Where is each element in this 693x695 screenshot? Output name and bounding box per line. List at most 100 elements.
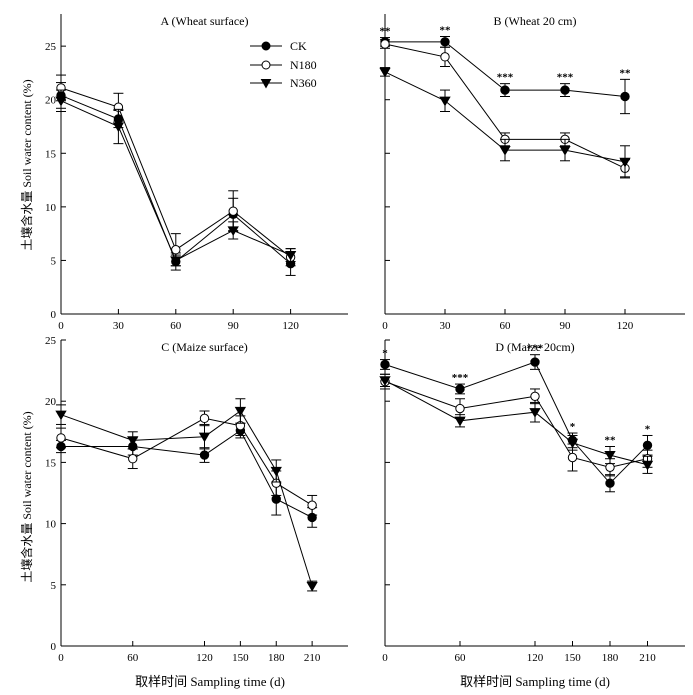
y-axis-label-top: 土壤含水量 Soil water content (%): [19, 79, 34, 250]
significance-label-d-150: *: [570, 421, 576, 433]
legend-label-n360: N360: [290, 76, 317, 90]
significance-label-b-0: **: [380, 26, 392, 38]
data-point-c-n180-60: [128, 454, 138, 464]
x-tick-label-b-120: 120: [617, 320, 634, 332]
data-point-c-n360-210: [306, 581, 318, 592]
panel-c: 0 5 10 15 20 25 0 60 120 150 180 210 C (Maize surfac…: [45, 335, 348, 664]
legend-entry-n180: N180: [250, 58, 317, 72]
data-point-a-n360-120: [284, 250, 297, 261]
y-axis-label-bottom: 土壤含水量 Soil water content (%): [19, 411, 34, 582]
data-point-d-n180-180: [605, 462, 615, 472]
y-tick-label-c-20: 20: [45, 396, 57, 408]
data-point-d-n180-120: [530, 391, 540, 402]
x-tick-label-b-90: 90: [560, 320, 572, 332]
legend-marker-n360: [260, 79, 272, 89]
series-line-c-n360: [60, 410, 313, 587]
panel-title-a: A (Wheat surface): [161, 14, 249, 28]
x-tick-label-a-30: 30: [113, 320, 125, 332]
x-tick-label-c-60: 60: [127, 652, 139, 664]
panel-title-b: B (Wheat 20 cm): [494, 14, 577, 28]
series-line-d-n360: [384, 379, 648, 466]
series-line-c-n180: [60, 417, 313, 506]
significance-label-d-210: *: [645, 423, 651, 435]
data-point-c-n360-60: [127, 436, 139, 446]
data-point-c-n360-180: [270, 466, 282, 477]
legend-entry-n360: N360: [250, 76, 317, 90]
legend-marker-n180: [261, 60, 271, 70]
data-point-b-n180-0: [380, 39, 390, 49]
data-point-a-n180-90: [228, 206, 238, 216]
data-point-d-ck-210: [642, 440, 653, 450]
x-tick-label-a-0: 0: [58, 320, 64, 332]
x-tick-label-c-180: 180: [268, 652, 285, 664]
data-point-c-n180-0: [56, 433, 66, 443]
x-axis-label-right: 取样时间 Sampling time (d): [460, 674, 610, 689]
data-point-d-ck-180: [605, 478, 615, 488]
data-point-d-ck-0: [380, 359, 390, 370]
legend-label-ck: CK: [290, 39, 307, 53]
data-point-d-n180-60: [455, 403, 465, 414]
x-tick-label-c-210: 210: [304, 652, 321, 664]
significance-label-b-90: ***: [557, 72, 574, 84]
y-tick-label-a-25: 25: [45, 41, 57, 53]
y-tick-label-a-20: 20: [45, 95, 57, 107]
data-point-d-n180-150: [567, 452, 578, 463]
data-point-a-n360-0: [55, 96, 67, 107]
panel-title-c: C (Maize surface): [161, 340, 248, 354]
x-tick-label-b-60: 60: [500, 320, 512, 332]
data-point-d-n360-180: [604, 450, 616, 461]
data-point-b-n360-60: [499, 145, 511, 156]
x-tick-label-c-150: 150: [232, 652, 249, 664]
significance-label-d-60: ***: [452, 372, 469, 384]
data-point-a-n360-30: [112, 122, 125, 133]
x-tick-label-c-0: 0: [58, 652, 64, 664]
data-point-c-n180-120: [199, 413, 210, 424]
y-tick-label-a-10: 10: [45, 202, 57, 214]
legend-entry-ck: CK: [250, 39, 307, 53]
y-tick-label-c-10: 10: [45, 519, 57, 531]
legend-label-n180: N180: [290, 58, 317, 72]
y-tick-label-c-0: 0: [51, 641, 57, 653]
y-tick-label-c-25: 25: [45, 335, 57, 347]
series-line-c-ck: [61, 429, 313, 518]
x-tick-label-b-30: 30: [440, 320, 452, 332]
x-tick-label-a-120: 120: [282, 320, 299, 332]
x-tick-label-d-180: 180: [602, 652, 619, 664]
data-point-d-n360-0: [379, 376, 391, 386]
x-tick-label-d-60: 60: [455, 652, 467, 664]
significance-label-b-120: **: [620, 67, 632, 79]
data-point-b-ck-30: [440, 37, 450, 47]
x-tick-label-a-90: 90: [228, 320, 240, 332]
data-point-b-n360-30: [439, 96, 451, 107]
significance-label-d-0: *: [382, 348, 388, 360]
data-point-c-n360-150: [234, 406, 247, 417]
y-tick-label-a-0: 0: [51, 309, 57, 321]
data-point-c-n360-0: [55, 410, 67, 421]
data-point-a-n360-60: [170, 256, 182, 267]
data-point-b-n180-30: [440, 52, 450, 62]
data-point-c-ck-120: [199, 450, 210, 460]
series-line-d-ck: [384, 361, 648, 484]
series-line-a-n180: [60, 87, 291, 258]
significance-label-d-120: ***: [527, 343, 544, 355]
significance-label-b-60: ***: [497, 72, 514, 84]
data-point-b-n360-120: [619, 157, 631, 168]
data-point-d-ck-60: [455, 384, 465, 394]
x-tick-label-d-210: 210: [639, 652, 656, 664]
data-point-c-n360-120: [198, 432, 211, 443]
x-tick-label-b-0: 0: [382, 320, 388, 332]
data-point-d-ck-120: [530, 357, 540, 367]
panel-a: 0 5 10 15 20 25 0 30 60 90 120 A (Wheat surface): [45, 14, 348, 332]
data-point-b-n360-90: [559, 145, 571, 156]
data-point-d-n360-60: [454, 416, 466, 427]
data-point-b-ck-60: [500, 85, 510, 95]
data-point-c-n180-210: [307, 500, 317, 510]
data-point-b-n360-0: [379, 67, 391, 78]
x-axis-label-left: 取样时间 Sampling time (d): [135, 674, 285, 689]
x-tick-label-c-120: 120: [196, 652, 213, 664]
significance-label-b-30: **: [440, 25, 452, 37]
y-tick-label-a-15: 15: [45, 148, 57, 160]
